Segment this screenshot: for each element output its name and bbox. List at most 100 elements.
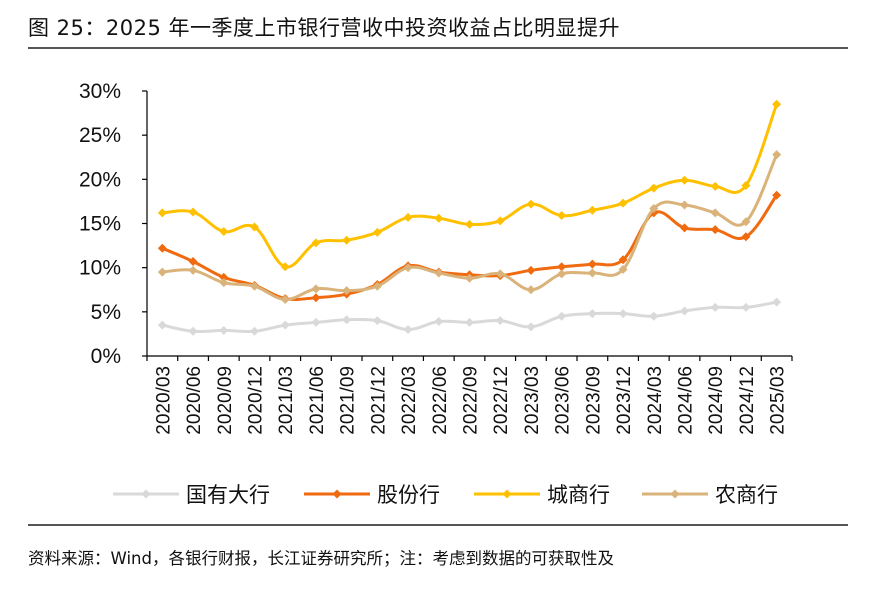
data-point — [250, 281, 259, 291]
data-point — [311, 284, 321, 294]
legend-label: 股份行 — [377, 483, 440, 507]
x-tick-label: 2021/12 — [368, 366, 389, 435]
data-point — [710, 181, 720, 191]
series-3 — [157, 99, 782, 272]
data-point — [280, 320, 290, 330]
x-tick-label: 2023/09 — [583, 366, 604, 435]
x-tick-label: 2024/03 — [645, 366, 666, 435]
data-point — [587, 259, 597, 269]
legend-item: 城商行 — [474, 483, 610, 507]
data-point — [311, 317, 321, 327]
data-point — [465, 219, 474, 229]
data-point — [618, 264, 628, 274]
data-point — [157, 243, 167, 253]
x-tick-label: 2021/09 — [338, 366, 359, 435]
data-point — [741, 302, 751, 312]
data-point — [526, 265, 536, 275]
data-point — [311, 238, 321, 248]
data-point — [649, 311, 659, 321]
data-point — [618, 309, 628, 319]
y-tick-label: 20% — [79, 168, 121, 191]
x-tick-label: 2020/12 — [246, 366, 267, 435]
legend-item: 股份行 — [304, 483, 440, 507]
data-point — [372, 316, 382, 326]
data-point — [280, 294, 290, 304]
data-point — [649, 203, 659, 213]
data-point — [434, 213, 444, 223]
x-tick-label: 2021/06 — [307, 366, 328, 435]
data-point — [465, 317, 474, 327]
data-point — [495, 269, 505, 279]
x-tick-label: 2022/09 — [461, 366, 482, 435]
data-point — [618, 255, 628, 265]
data-point — [741, 217, 751, 227]
legend-swatch-marker — [332, 489, 342, 499]
legend-label: 国有大行 — [186, 483, 270, 507]
legend-swatch-marker — [141, 489, 151, 499]
legend-swatch-marker — [502, 489, 512, 499]
data-point — [280, 262, 290, 272]
x-tick-label: 2020/03 — [153, 366, 174, 435]
y-tick-label: 10% — [79, 257, 121, 280]
data-point — [495, 216, 505, 226]
legend-item: 农商行 — [642, 483, 778, 507]
x-tick-label: 2023/12 — [614, 366, 635, 435]
data-point — [157, 267, 167, 277]
data-point — [772, 99, 782, 109]
data-point — [342, 286, 352, 296]
data-point — [680, 306, 689, 316]
data-point — [219, 278, 229, 288]
x-tick-label: 2020/06 — [184, 366, 205, 435]
data-point — [680, 223, 689, 233]
data-point — [587, 309, 597, 319]
data-point — [557, 211, 567, 221]
data-point — [710, 208, 720, 218]
data-point — [587, 268, 597, 278]
data-point — [434, 268, 444, 278]
data-point — [188, 326, 198, 336]
source-divider — [28, 524, 848, 526]
data-point — [526, 322, 536, 332]
data-point — [311, 293, 321, 303]
data-point — [680, 200, 689, 210]
series-1 — [157, 297, 782, 336]
data-point — [434, 317, 444, 327]
data-point — [403, 325, 413, 334]
legend-swatch-marker — [670, 489, 680, 499]
y-tick-label: 25% — [79, 124, 121, 147]
chart-axes: 0% 5% 10% 15% 20% 25% 30% 2020/03 2020/06 2020/09… — [79, 80, 793, 435]
data-point — [219, 226, 229, 236]
x-tick-label: 2023/06 — [553, 366, 574, 435]
data-point — [680, 175, 689, 185]
data-point — [465, 273, 474, 283]
y-tick-label: 30% — [79, 80, 121, 103]
x-tick-label: 2022/06 — [430, 366, 451, 435]
data-point — [557, 262, 567, 272]
y-tick-label: 0% — [91, 345, 121, 368]
x-tick-label: 2024/06 — [676, 366, 697, 435]
x-tick-label: 2020/09 — [215, 366, 236, 435]
data-point — [188, 265, 198, 275]
data-point — [741, 181, 751, 191]
x-tick-label: 2022/03 — [399, 366, 420, 435]
data-point — [526, 199, 536, 209]
data-point — [188, 207, 198, 217]
series-layer — [157, 99, 782, 336]
x-tick-label: 2025/03 — [768, 366, 789, 435]
data-point — [250, 222, 259, 232]
data-point — [157, 320, 167, 330]
data-point — [710, 225, 720, 235]
x-tick-label: 2023/03 — [522, 366, 543, 435]
data-point — [219, 325, 229, 335]
x-tick-label: 2024/09 — [706, 366, 727, 435]
x-tick-label: 2024/12 — [737, 366, 758, 435]
data-point — [649, 183, 659, 193]
data-point — [710, 302, 720, 312]
y-tick-label: 15% — [79, 213, 121, 236]
legend-label: 农商行 — [715, 483, 778, 507]
data-point — [250, 326, 259, 336]
data-point — [741, 232, 751, 242]
legend-item: 国有大行 — [113, 483, 270, 507]
data-point — [772, 190, 782, 200]
series-4 — [157, 150, 782, 304]
